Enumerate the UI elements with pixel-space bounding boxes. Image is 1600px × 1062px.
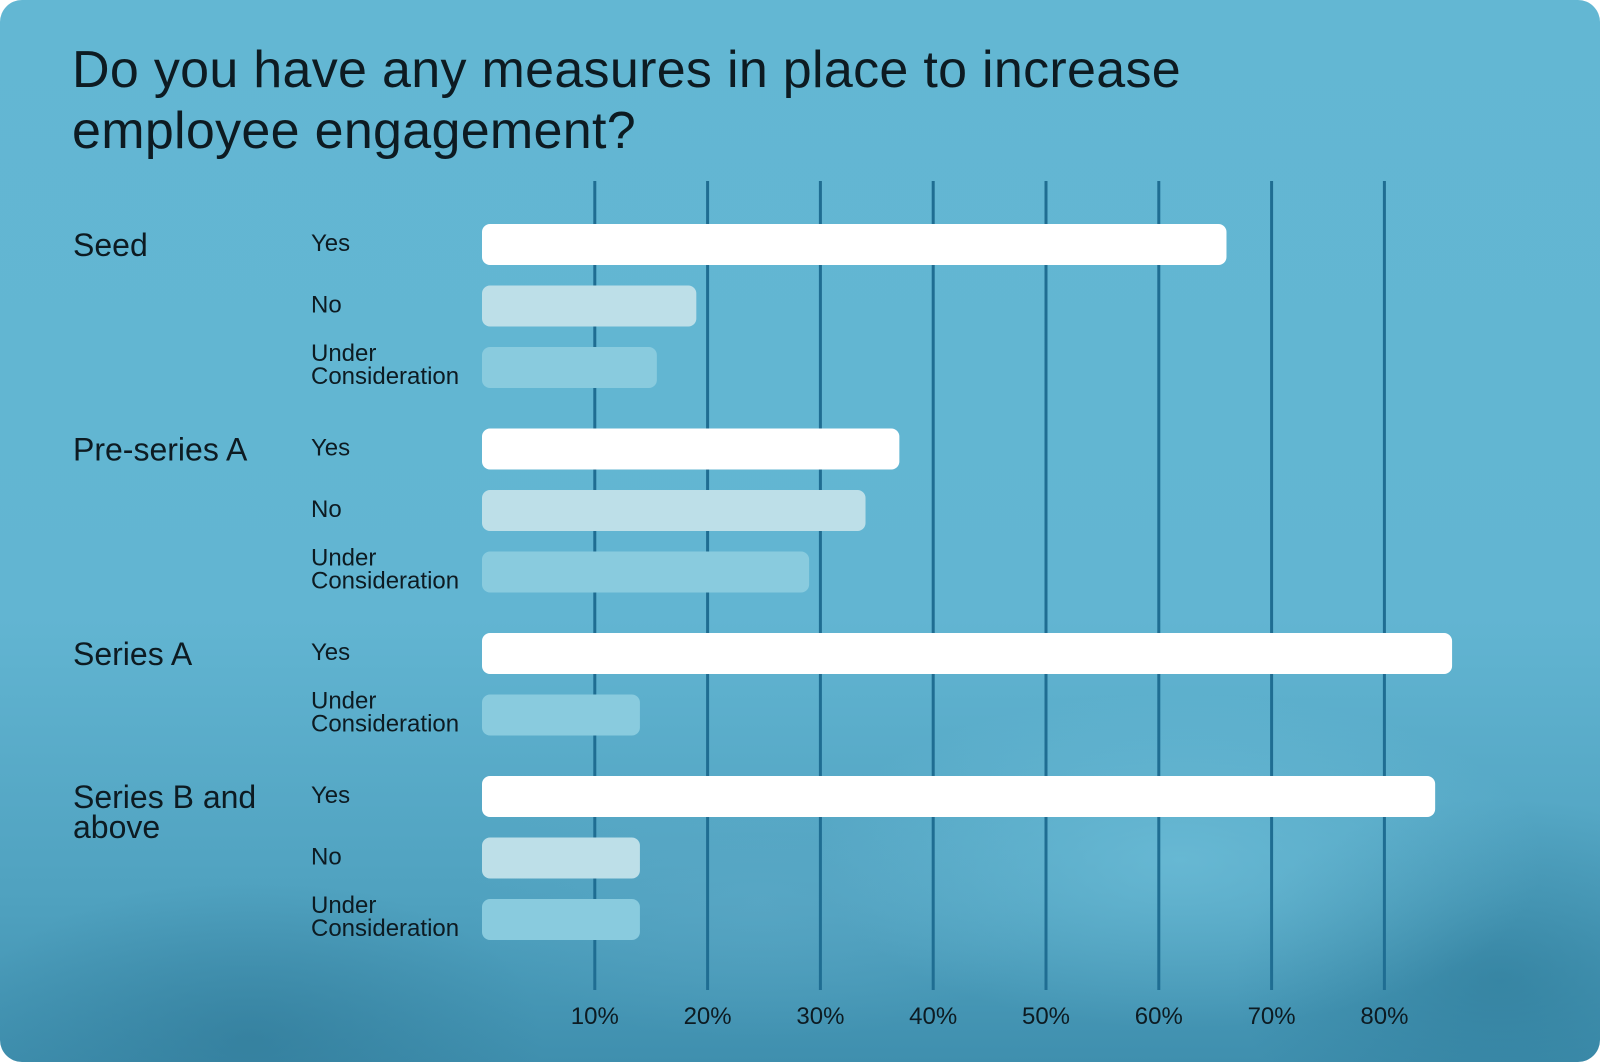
- category-label-pre-series-a-under-consideration: Under Consideration: [311, 545, 459, 595]
- x-tick-label-20: 20%: [684, 1003, 732, 1030]
- x-tick-label-10: 10%: [571, 1003, 619, 1030]
- category-label-pre-series-a-yes: Yes: [311, 435, 350, 462]
- x-tick-label-80: 80%: [1360, 1003, 1408, 1030]
- category-label-seed-no: No: [311, 292, 342, 319]
- bar-series-a-yes: [482, 633, 1453, 674]
- x-tick-label-30: 30%: [796, 1003, 844, 1030]
- bar-seed-no: [482, 285, 697, 327]
- x-tick-label-70: 70%: [1248, 1003, 1296, 1030]
- x-tick-label-50: 50%: [1022, 1003, 1070, 1030]
- x-tick-label-40: 40%: [909, 1003, 957, 1030]
- bar-seed-yes: [482, 224, 1227, 265]
- bar-pre-series-a-no: [482, 490, 866, 531]
- category-label-series-b-and-above-under-consideration: Under Consideration: [311, 892, 459, 942]
- category-label-series-a-yes: Yes: [311, 639, 350, 666]
- category-label-series-b-and-above-no: No: [311, 844, 342, 871]
- category-label-seed-under-consideration: Under Consideration: [311, 340, 459, 390]
- bar-pre-series-a-yes: [482, 428, 900, 470]
- category-label-series-b-and-above-yes: Yes: [311, 782, 350, 809]
- chart-title: Do you have any measures in place to inc…: [72, 41, 1182, 160]
- group-label-pre-series-a: Pre-series A: [73, 432, 248, 468]
- category-label-seed-yes: Yes: [311, 230, 350, 257]
- group-label-series-b-and-above: Series B and above: [73, 779, 256, 845]
- x-tick-label-60: 60%: [1135, 1003, 1183, 1030]
- bar-series-b-and-above-yes: [482, 776, 1436, 817]
- bar-seed-under-consideration: [482, 347, 657, 388]
- bar-series-b-and-above-under-consideration: [482, 899, 640, 940]
- group-label-seed: Seed: [73, 227, 148, 263]
- category-label-pre-series-a-no: No: [311, 496, 342, 523]
- bar-series-b-and-above-no: [482, 837, 640, 879]
- group-label-series-a: Series A: [73, 636, 193, 672]
- category-label-series-a-under-consideration: Under Consideration: [311, 688, 459, 738]
- bar-pre-series-a-under-consideration: [482, 551, 810, 593]
- bar-series-a-under-consideration: [482, 694, 640, 736]
